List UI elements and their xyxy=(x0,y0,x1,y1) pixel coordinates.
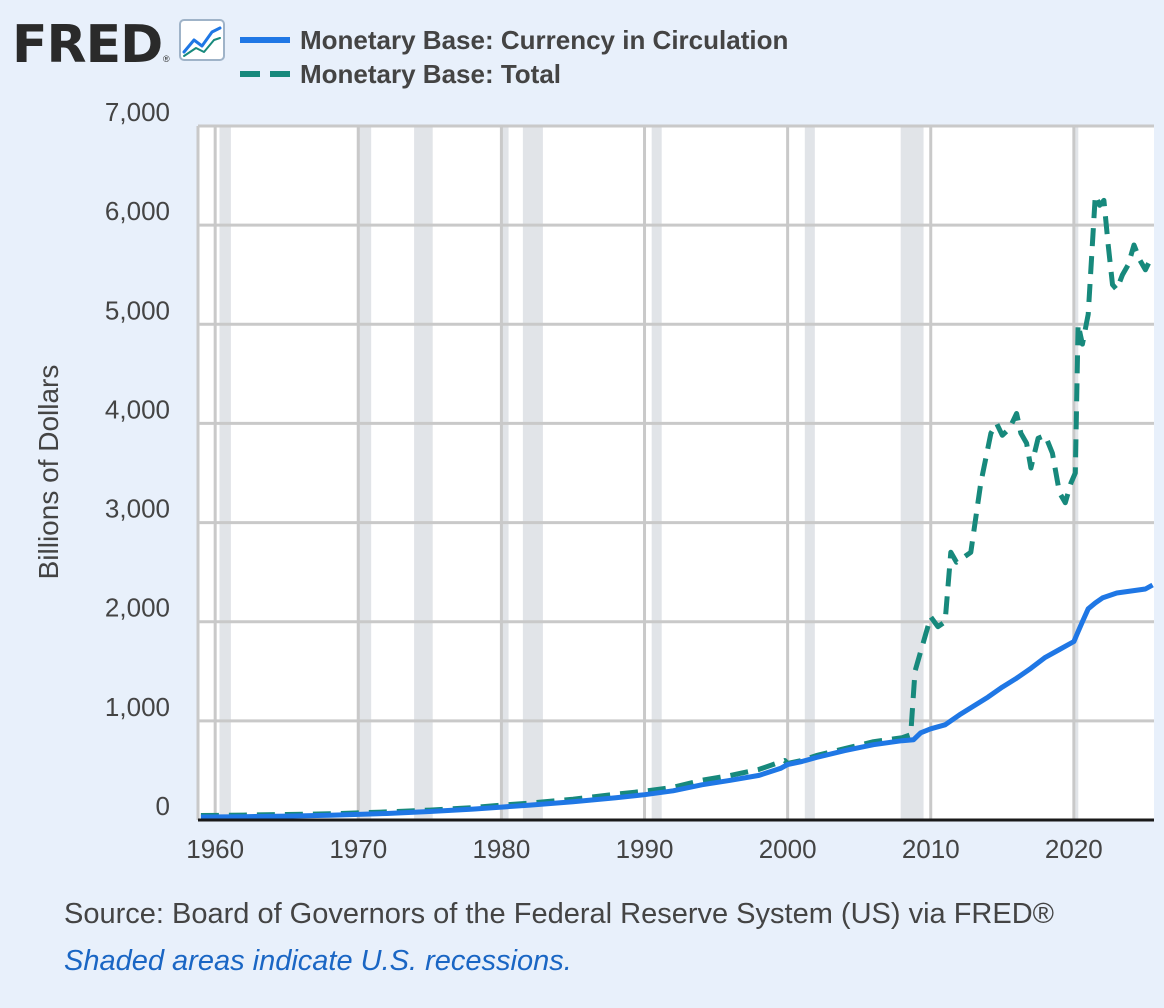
series-line-currency-in-circulation xyxy=(200,582,1154,820)
recession-band-4 xyxy=(522,126,543,820)
logo-text: FRED xyxy=(12,15,162,75)
y-tick-label-0: 0 xyxy=(156,791,170,821)
legend: Monetary Base: Currency in Circulation M… xyxy=(240,25,788,89)
series-line-total xyxy=(200,192,1155,818)
y-tick-label-1000: 1,000 xyxy=(105,692,170,722)
y-axis-label: Billions of Dollars xyxy=(33,365,64,580)
x-tick-label-1980: 1980 xyxy=(472,834,530,864)
recession-band-3 xyxy=(501,126,509,820)
y-tick-label-6000: 6,000 xyxy=(105,196,170,226)
y-tick-label-7000: 7,000 xyxy=(105,97,170,127)
source-note: Source: Board of Governors of the Federa… xyxy=(64,898,1055,930)
recession-band-0 xyxy=(219,126,231,820)
x-tick-label-1990: 1990 xyxy=(616,834,674,864)
trend-chart-icon xyxy=(179,19,225,61)
gridlines xyxy=(196,124,1154,820)
recession-band-1 xyxy=(356,126,372,820)
y-tick-label-4000: 4,000 xyxy=(105,394,170,424)
recession-band-6 xyxy=(804,126,815,820)
x-tick-label-1960: 1960 xyxy=(186,834,244,864)
y-tick-label-5000: 5,000 xyxy=(105,295,170,325)
logo-registered-mark: ® xyxy=(163,54,170,64)
x-tick-label-2010: 2010 xyxy=(902,834,960,864)
y-tick-label-3000: 3,000 xyxy=(105,494,170,524)
data-series xyxy=(200,192,1155,820)
x-axis-tick-labels: 1960 1970 1980 1990 2000 2010 2020 xyxy=(186,834,1103,864)
x-tick-label-1970: 1970 xyxy=(329,834,387,864)
legend-label-currency: Monetary Base: Currency in Circulation xyxy=(300,25,788,55)
recession-band-2 xyxy=(414,126,433,820)
recession-note[interactable]: Shaded areas indicate U.S. recessions. xyxy=(64,945,572,977)
y-tick-label-2000: 2,000 xyxy=(105,593,170,623)
x-tick-label-2020: 2020 xyxy=(1045,834,1103,864)
recession-band-7 xyxy=(900,126,924,820)
plot-area xyxy=(198,126,1154,820)
y-axis-tick-labels: 0 1,000 2,000 3,000 4,000 5,000 6,000 7,000 xyxy=(105,97,170,821)
recession-band-5 xyxy=(651,126,662,820)
x-tick-label-2000: 2000 xyxy=(759,834,817,864)
fred-logo[interactable]: FRED ® xyxy=(12,15,225,75)
legend-label-total: Monetary Base: Total xyxy=(300,59,561,89)
